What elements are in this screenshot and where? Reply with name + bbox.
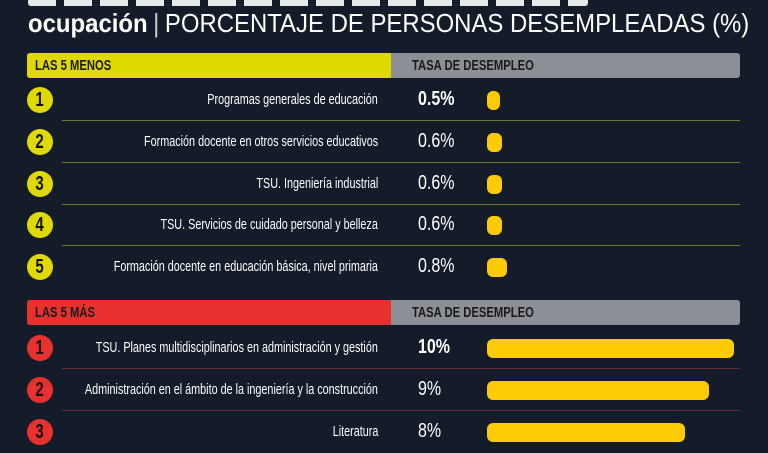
section-header-least: LAS 5 MENOS TASA DE DESEMPLEO: [27, 53, 740, 78]
bar: [487, 339, 734, 358]
category-label: TSU. Servicios de cuidado personal y bel…: [160, 216, 378, 234]
category-label: TSU. Planes multidisciplinarios en admin…: [95, 339, 378, 356]
value-label: 0.6%: [418, 213, 455, 236]
value-label: 10%: [418, 336, 451, 358]
subtitle: ocupación | PORCENTAJE DE PERSONAS DESEMPL…: [28, 8, 749, 39]
row-divider: [62, 409, 740, 411]
row-divider: [62, 368, 740, 369]
value-header: TASA DE DESEMPLEO: [412, 57, 534, 74]
bar: [487, 174, 502, 194]
value-header: TASA DE DESEMPLEO: [412, 304, 534, 321]
bar-row: 2 Administración en el ámbito de la ingen…: [0, 369, 768, 411]
rank-badge: 2: [27, 128, 53, 155]
row-divider: [62, 245, 740, 247]
category-label: Programas generales de educación: [207, 91, 378, 108]
bar-row: 4 TSU. Servicios de cuidado personal y be…: [0, 204, 768, 247]
section-header-most: LAS 5 MÁS TASA DE DESEMPLEO: [27, 300, 740, 325]
separator: |: [153, 8, 160, 38]
bar-row: 1 Programas generales de educación 0.5%: [0, 79, 768, 121]
section-title: LAS 5 MENOS: [35, 57, 112, 74]
rank-badge: 3: [27, 418, 53, 445]
bar: [487, 380, 710, 400]
value-label: 0.6%: [418, 171, 455, 194]
category-label: Formación docente en educación básica, n…: [113, 258, 378, 276]
title-cut-off: [28, 0, 588, 6]
bar-row: 2 Formación docente en otros servicios ed…: [0, 121, 768, 163]
bar: [487, 216, 502, 236]
row-divider: [62, 203, 740, 205]
rank-badge: 4: [27, 212, 53, 239]
bar: [487, 132, 502, 152]
rank-badge: 1: [27, 87, 53, 113]
bar: [487, 258, 507, 278]
value-label: 9%: [418, 377, 442, 400]
row-divider: [62, 120, 740, 121]
category-label: Formación docente en otros servicios edu…: [143, 132, 378, 150]
row-divider: [62, 161, 740, 163]
value-label: 0.5%: [418, 88, 455, 110]
rank-badge: 2: [27, 376, 53, 403]
rank-badge: 3: [27, 170, 53, 197]
value-label: 8%: [418, 419, 442, 442]
category-label: Literatura: [332, 422, 378, 440]
section-title: LAS 5 MÁS: [35, 304, 96, 321]
subtitle-bold: ocupación: [28, 8, 148, 38]
bar-row: 3 Literatura 8%: [0, 411, 768, 453]
bar-row: 5 Formación docente en educación básica, …: [0, 246, 768, 288]
value-label: 0.8%: [418, 255, 455, 278]
category-label: TSU. Ingeniería industrial: [256, 174, 378, 192]
bar-row: 1 TSU. Planes multidisciplinarios en admi…: [0, 327, 768, 369]
value-label: 0.6%: [418, 129, 455, 152]
rank-badge: 5: [27, 254, 53, 281]
rank-badge: 1: [27, 335, 53, 361]
bar: [487, 422, 685, 442]
category-label: Administración en el ámbito de la ingeni…: [85, 380, 378, 398]
bar-row: 3 TSU. Ingeniería industrial 0.6%: [0, 163, 768, 205]
bar: [487, 91, 500, 110]
subtitle-rest: PORCENTAJE DE PERSONAS DESEMPLEADAS (%): [164, 8, 750, 38]
